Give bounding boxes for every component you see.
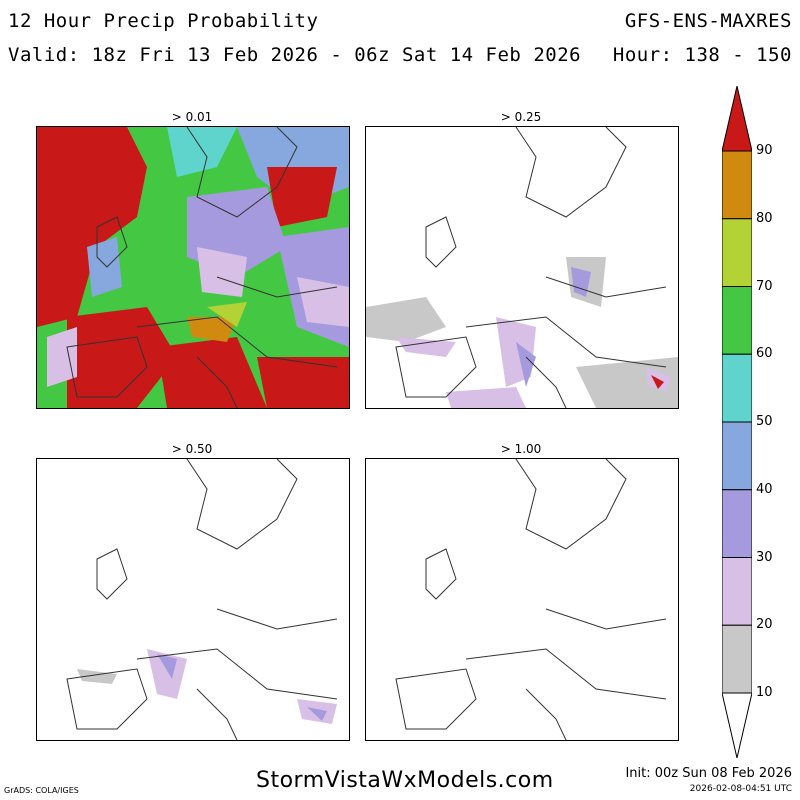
forecast-hour: Hour: 138 - 150 <box>612 44 792 66</box>
grads-credit: GrADS: COLA/IGES <box>4 786 79 795</box>
europe-map-100 <box>366 459 678 740</box>
map-panel-001 <box>36 126 350 409</box>
europe-map-025 <box>366 127 678 408</box>
valid-time: Valid: 18z Fri 13 Feb 2026 - 06z Sat 14 … <box>8 44 582 66</box>
panel-label-050: > 0.50 <box>171 442 213 456</box>
color-scale-segment <box>722 421 752 491</box>
color-scale-label: 80 <box>756 210 773 226</box>
panel-label-100: > 1.00 <box>500 442 542 456</box>
color-scale-label: 60 <box>756 346 773 362</box>
color-scale-label: 10 <box>756 685 773 700</box>
color-scale-label: 90 <box>756 143 773 158</box>
color-scale-label: 20 <box>756 617 773 633</box>
panel-label-025: > 0.25 <box>500 110 542 124</box>
europe-map-050 <box>37 459 349 740</box>
map-panel-050 <box>36 458 350 741</box>
color-scale-segment <box>722 286 752 355</box>
color-scale-label: 50 <box>756 414 773 429</box>
map-panel-025 <box>365 126 679 409</box>
color-scale-label: 40 <box>756 481 773 497</box>
model-name: GFS-ENS-MAXRES <box>624 10 792 32</box>
color-scale-segment <box>722 218 752 287</box>
color-scale-label: 70 <box>756 278 773 294</box>
color-scale-segment <box>722 489 752 558</box>
map-panel-100 <box>365 458 679 741</box>
panel-label-001: > 0.01 <box>171 110 213 124</box>
color-scale-segment <box>722 557 752 626</box>
color-scale-segment <box>722 353 752 423</box>
color-scale-segment <box>722 624 752 694</box>
color-scale-segment <box>722 86 752 152</box>
europe-map-001 <box>37 127 349 408</box>
site-watermark: StormVistaWxModels.com <box>256 768 554 793</box>
color-scale-bar <box>722 86 752 758</box>
color-scale-label: 30 <box>756 549 773 565</box>
color-scale-segment <box>722 692 752 758</box>
init-time: Init: 00z Sun 08 Feb 2026 <box>625 766 792 781</box>
color-scale-segment <box>722 150 752 220</box>
map-title: 12 Hour Precip Probability <box>8 10 319 32</box>
timestamp: 2026-02-08-04:51 UTC <box>689 784 792 794</box>
